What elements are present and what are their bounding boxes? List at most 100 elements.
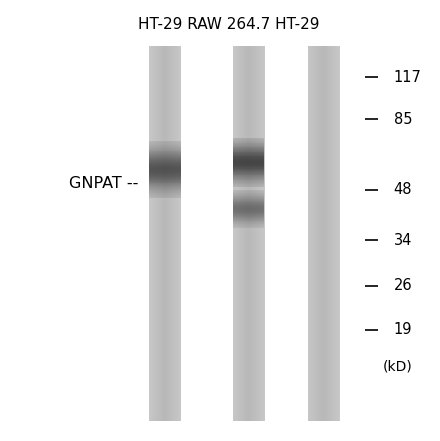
Bar	[169, 46, 170, 421]
Text: HT-29 RAW 264.7 HT-29: HT-29 RAW 264.7 HT-29	[138, 17, 319, 32]
Bar	[319, 46, 321, 421]
Bar	[244, 46, 245, 421]
Bar	[233, 158, 264, 159]
Bar	[319, 46, 320, 421]
Bar	[324, 46, 326, 421]
Bar	[159, 46, 161, 421]
Bar	[237, 46, 238, 421]
Bar	[233, 141, 264, 142]
Bar	[233, 182, 264, 183]
Bar	[233, 149, 264, 150]
Bar	[315, 46, 316, 421]
Bar	[234, 46, 235, 421]
Bar	[178, 46, 179, 421]
Bar	[149, 145, 181, 146]
Bar	[233, 138, 264, 139]
Bar	[326, 46, 328, 421]
Bar	[149, 189, 181, 190]
Bar	[253, 46, 255, 421]
Bar	[261, 46, 263, 421]
Bar	[163, 46, 164, 421]
Bar	[149, 178, 181, 179]
Bar	[251, 46, 252, 421]
Bar	[247, 46, 248, 421]
Bar	[327, 46, 329, 421]
Bar	[316, 46, 318, 421]
Bar	[320, 46, 322, 421]
Bar	[171, 46, 172, 421]
Bar	[315, 46, 317, 421]
Bar	[149, 142, 181, 143]
Bar	[256, 46, 257, 421]
Bar	[250, 46, 251, 421]
Bar	[233, 154, 264, 155]
Bar	[160, 46, 161, 421]
Bar	[233, 184, 264, 185]
Bar	[149, 196, 181, 197]
Bar	[149, 163, 181, 164]
Bar	[233, 156, 264, 157]
Bar	[149, 156, 181, 157]
Bar	[233, 204, 264, 205]
Bar	[335, 46, 337, 421]
Bar	[149, 181, 181, 182]
Bar	[149, 180, 181, 181]
Bar	[257, 46, 259, 421]
Bar	[233, 164, 264, 165]
Bar	[149, 168, 181, 169]
Bar	[233, 217, 264, 218]
Bar	[233, 165, 264, 166]
Bar	[168, 46, 169, 421]
Bar	[149, 179, 181, 180]
Bar	[149, 160, 181, 161]
Bar	[233, 157, 264, 158]
Bar	[149, 173, 181, 174]
Bar	[233, 143, 264, 144]
Bar	[170, 46, 171, 421]
Bar	[177, 46, 178, 421]
Bar	[239, 46, 240, 421]
Bar	[233, 177, 264, 178]
Bar	[166, 46, 167, 421]
Bar	[233, 152, 264, 153]
Bar	[233, 219, 264, 220]
Bar	[149, 172, 181, 173]
Bar	[246, 46, 247, 421]
Bar	[323, 46, 324, 421]
Bar	[262, 46, 263, 421]
Bar	[233, 160, 264, 161]
Bar	[180, 46, 181, 421]
Bar	[149, 171, 181, 172]
Bar	[248, 46, 249, 421]
Bar	[149, 143, 181, 144]
Bar	[149, 141, 181, 142]
Bar	[156, 46, 158, 421]
Bar	[233, 171, 264, 172]
Bar	[233, 208, 264, 209]
Bar	[233, 200, 264, 201]
Bar	[233, 163, 264, 164]
Bar	[233, 155, 264, 156]
Bar	[162, 46, 163, 421]
Bar	[233, 196, 264, 197]
Bar	[233, 221, 264, 222]
Bar	[149, 152, 181, 153]
Bar	[242, 46, 243, 421]
Bar	[334, 46, 335, 421]
Bar	[179, 46, 180, 421]
Bar	[333, 46, 334, 421]
Bar	[249, 46, 251, 421]
Bar	[159, 46, 160, 421]
Bar	[233, 159, 264, 160]
Bar	[167, 46, 168, 421]
Bar	[233, 199, 264, 200]
Bar	[233, 179, 264, 180]
Bar	[149, 169, 181, 170]
Bar	[149, 158, 181, 159]
Bar	[233, 205, 264, 206]
Bar	[233, 210, 264, 211]
Bar	[310, 46, 311, 421]
Bar	[171, 46, 172, 421]
Bar	[149, 190, 181, 191]
Bar	[233, 139, 264, 140]
